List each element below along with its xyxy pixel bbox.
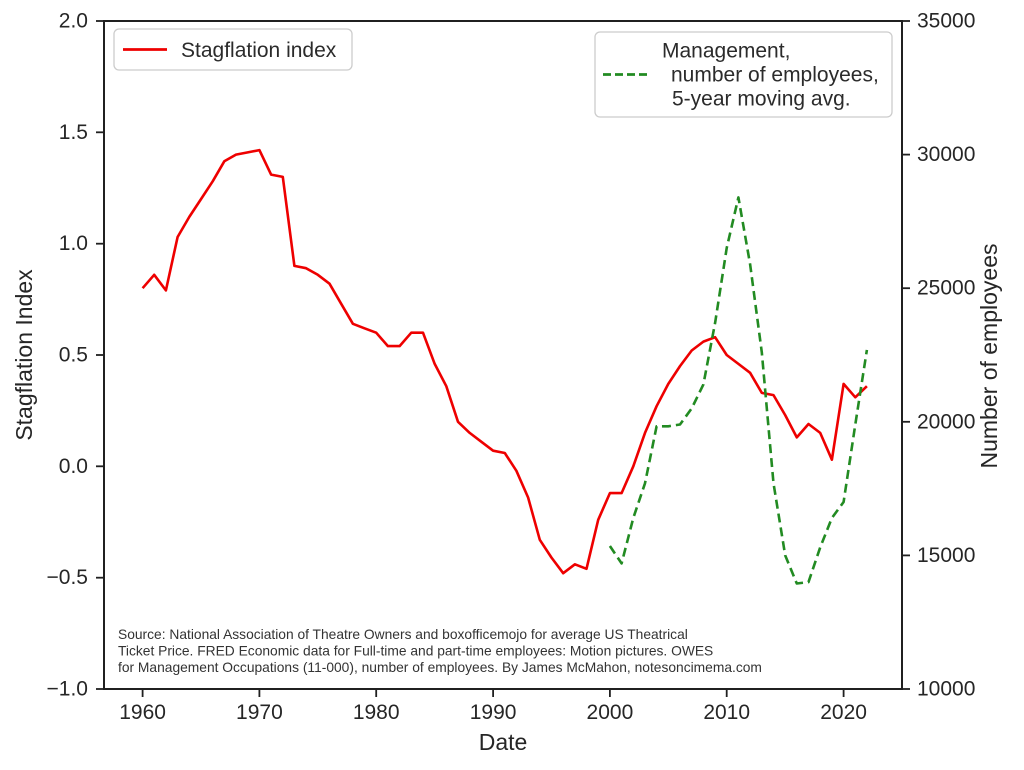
source-line-3: for Management Occupations (11-000), num… [118, 660, 762, 675]
x-tick-label: 1990 [470, 701, 517, 724]
left-tick-label: 1.0 [59, 232, 88, 255]
left-tick-label: 0.0 [59, 455, 88, 478]
left-tick-label: −1.0 [47, 678, 88, 701]
employees-moving-avg-line [608, 196, 869, 585]
x-axis-label: Date [479, 729, 528, 755]
legend-stagflation-box [113, 28, 353, 71]
left-tick-label: 0.5 [59, 344, 88, 367]
right-tick-label: 10000 [917, 678, 975, 701]
right-axis-label: Number of employees [976, 244, 1002, 469]
legend-stagflation: Stagflation index [113, 28, 353, 71]
legend-stagflation-label: Stagflation index [181, 39, 337, 62]
x-tick-label: 2010 [703, 701, 750, 724]
x-tick-label: 1960 [119, 701, 166, 724]
x-tick-label: 2000 [587, 701, 634, 724]
right-tick-label: 30000 [917, 143, 975, 166]
legend-employees-box [594, 31, 893, 118]
source-annotation: Source: National Association of Theatre … [118, 627, 762, 675]
left-axis-ticks: 2.0 1.5 1.0 0.5 0.0 −0.5 −1.0 [47, 10, 104, 701]
source-line-2: Ticket Price. FRED Economic data for Ful… [118, 644, 713, 659]
series-lines [141, 148, 869, 585]
right-tick-label: 15000 [917, 544, 975, 567]
right-axis-ticks: 35000 30000 25000 20000 15000 10000 [902, 10, 975, 701]
x-axis-ticks: 1960 1970 1980 1990 2000 2010 2020 [119, 689, 867, 724]
legend-employees-label-line3: 5-year moving avg. [672, 88, 851, 111]
right-tick-label: 35000 [917, 10, 975, 33]
source-line-1: Source: National Association of Theatre … [118, 627, 688, 642]
left-tick-label: 1.5 [59, 121, 88, 144]
legend-employees-label-line1: Management, [662, 40, 790, 63]
stagflation-index-line [141, 148, 868, 575]
plot-area-border [103, 20, 903, 690]
right-tick-label: 25000 [917, 277, 975, 300]
legend-employees: Management, number of employees, 5-year … [594, 31, 893, 118]
left-axis-label: Stagflation Index [11, 269, 37, 441]
left-tick-label: 2.0 [59, 10, 88, 33]
x-tick-label: 1970 [236, 701, 283, 724]
right-tick-label: 20000 [917, 410, 975, 433]
x-tick-label: 2020 [820, 701, 867, 724]
legend-employees-label-line2: number of employees, [671, 64, 879, 87]
x-tick-label: 1980 [353, 701, 400, 724]
left-tick-label: −0.5 [47, 566, 88, 589]
